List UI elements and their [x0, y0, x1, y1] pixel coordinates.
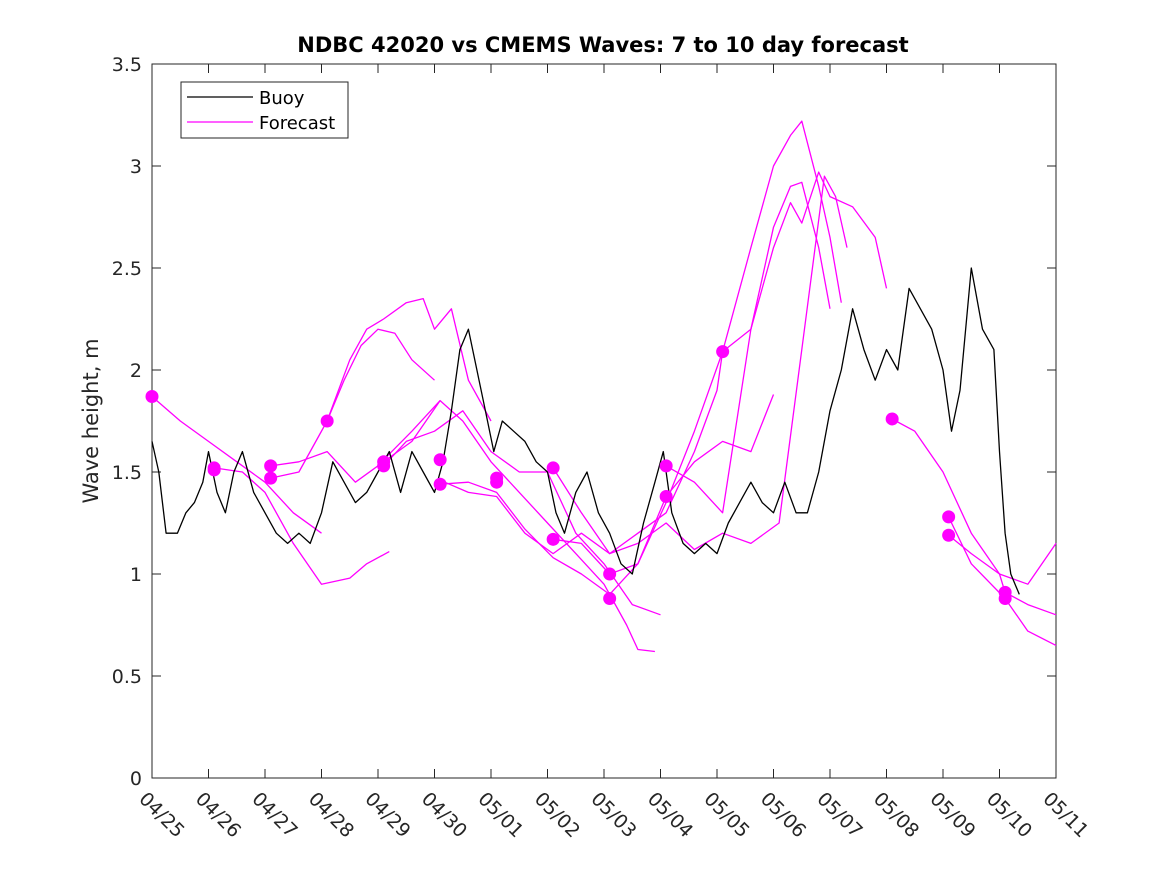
forecast-series-line-5	[326, 297, 492, 422]
marker-layer	[145, 345, 1012, 605]
forecast-series-line-7	[383, 399, 655, 653]
forecast-series-line-13	[891, 418, 1057, 616]
y-tick-label: 0.5	[112, 666, 142, 688]
forecast-series-line-3	[270, 400, 441, 483]
y-tick-label: 3	[130, 156, 142, 178]
buoy-series-line	[151, 267, 1020, 595]
forecast-start-marker	[320, 414, 334, 428]
y-tick-label: 0	[130, 768, 142, 790]
forecast-start-marker	[546, 532, 560, 546]
forecast-start-marker	[942, 528, 956, 542]
y-axis-label: Wave height, m	[79, 338, 103, 503]
forecast-start-marker	[546, 461, 560, 475]
forecast-series-line-12	[665, 181, 831, 514]
forecast-start-marker	[145, 390, 159, 404]
forecast-start-marker	[942, 510, 956, 524]
forecast-start-marker	[490, 475, 504, 489]
forecast-start-marker	[659, 489, 673, 503]
forecast-start-marker	[377, 459, 391, 473]
forecast-start-marker	[885, 412, 899, 426]
y-tick-label: 1	[130, 564, 142, 586]
legend-entry-buoy: Buoy	[259, 88, 305, 109]
forecast-series-line-1	[151, 396, 322, 534]
forecast-series-line-9	[440, 120, 842, 596]
forecast-series-line-8	[439, 171, 888, 555]
legend-entry-forecast: Forecast	[259, 113, 335, 134]
forecast-series-line-11	[552, 175, 848, 555]
forecast-start-marker	[659, 459, 673, 473]
y-tick-label: 3.5	[112, 54, 142, 76]
plot-area	[151, 63, 1057, 779]
y-tick-label: 2	[130, 360, 142, 382]
forecast-start-marker	[998, 591, 1012, 605]
y-tick-label: 2.5	[112, 258, 142, 280]
forecast-start-marker	[433, 453, 447, 467]
forecast-start-marker	[716, 345, 730, 359]
forecast-start-marker	[603, 567, 617, 581]
y-tick-label: 1.5	[112, 462, 142, 484]
forecast-start-marker	[433, 477, 447, 491]
forecast-series-line-2	[214, 467, 390, 585]
forecast-start-marker	[207, 463, 221, 477]
chart-title: NDBC 42020 vs CMEMS Waves: 7 to 10 day f…	[297, 33, 908, 57]
forecast-series-line-15	[948, 534, 1057, 585]
forecast-start-marker	[603, 591, 617, 605]
legend: Buoy Forecast	[180, 81, 349, 139]
legend-box	[180, 81, 349, 139]
forecast-start-marker	[264, 459, 278, 473]
forecast-start-marker	[264, 471, 278, 485]
forecast-series-line-4	[270, 328, 435, 479]
